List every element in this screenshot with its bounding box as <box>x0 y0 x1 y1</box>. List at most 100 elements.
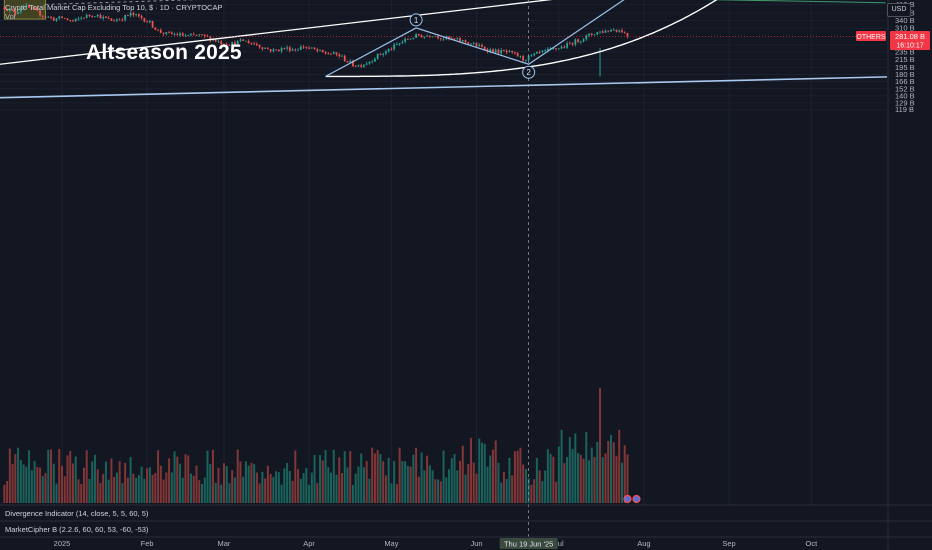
time-tick-label: Feb <box>141 539 154 548</box>
volume-bar <box>168 458 171 503</box>
volume-bar <box>277 472 280 503</box>
volume-bar <box>555 481 558 503</box>
volume-bar <box>286 462 289 503</box>
candle-body <box>426 36 428 37</box>
candle-body <box>544 50 547 52</box>
volume-bar <box>8 448 11 503</box>
marketcipher-indicator-label[interactable]: MarketCipher B (2.2.6, 60, 60, 53, -60, … <box>5 525 149 534</box>
volume-bar <box>335 474 338 503</box>
volume-bar <box>516 450 519 503</box>
candle-body <box>582 39 585 42</box>
price-tick-label: 450 B <box>895 0 915 1</box>
volume-bar <box>135 477 138 503</box>
volume-bar <box>50 449 53 503</box>
elliott-wave-labels: 12345 <box>409 13 536 79</box>
candle-body <box>302 46 305 48</box>
candle-body <box>61 16 63 19</box>
volume-bar <box>500 482 503 503</box>
volume-bar <box>354 473 357 503</box>
volume-bar <box>102 473 105 503</box>
volume-bar <box>321 460 324 503</box>
volume-bar <box>398 447 401 503</box>
volume-bar <box>445 477 448 503</box>
volume-bar <box>91 461 94 503</box>
annotation-boxes <box>3 0 47 20</box>
volume-bar <box>330 472 333 503</box>
candle-body <box>497 49 500 54</box>
candle-body <box>382 53 385 55</box>
candle-body <box>129 12 132 16</box>
candle-body <box>492 49 494 53</box>
candle-body <box>203 34 206 37</box>
divergence-indicator-label[interactable]: Divergence Indicator (14, close, 5, 5, 6… <box>5 509 149 518</box>
time-tick-label: Sep <box>722 539 735 548</box>
candle-body <box>387 49 390 52</box>
volume-bar <box>319 454 322 503</box>
wave-circle <box>409 13 423 27</box>
volume-bar <box>113 476 116 503</box>
volume-bar <box>47 449 50 503</box>
volume-bar <box>157 450 160 503</box>
volume-bar <box>44 472 47 503</box>
volume-bar <box>36 467 39 503</box>
volume-bar <box>571 449 574 503</box>
candle-body <box>365 63 368 65</box>
volume-bar <box>607 440 610 503</box>
chart-title: Crypto Total Market Cap Excluding Top 10… <box>5 3 223 12</box>
volume-bar <box>376 450 379 503</box>
volume-bars <box>3 388 629 503</box>
candle-body <box>415 34 418 38</box>
volume-bar <box>297 469 300 503</box>
candle-body <box>601 31 604 33</box>
volume-bar <box>439 481 442 503</box>
volume-bar <box>470 437 473 503</box>
candle-body <box>593 34 596 36</box>
volume-bar <box>217 467 220 503</box>
volume-bar <box>585 431 588 503</box>
volume-bar <box>261 471 264 503</box>
candle-body <box>321 49 324 53</box>
trend-drawings <box>0 0 888 537</box>
candle-body <box>590 33 593 35</box>
volume-bar <box>538 470 541 503</box>
volume-bar <box>52 463 55 503</box>
candle-body <box>585 35 588 40</box>
volume-bar <box>313 455 316 503</box>
volume-bar <box>612 442 615 503</box>
candle-body <box>192 34 195 36</box>
price-tick-label: 195 B <box>895 63 915 72</box>
candle-body <box>349 60 352 63</box>
candle-body <box>266 48 269 50</box>
volume-bar <box>472 462 475 503</box>
candle-body <box>612 29 615 31</box>
candle-body <box>316 49 319 51</box>
candle-body <box>467 42 470 44</box>
volume-bar <box>269 473 272 503</box>
volume-bar <box>33 460 36 503</box>
volume-bar <box>412 454 415 503</box>
volume-bar <box>480 442 483 503</box>
time-tick-label: May <box>384 539 398 548</box>
volume-bar <box>527 478 530 503</box>
volume-bar <box>615 455 618 503</box>
volume-bar <box>28 450 31 503</box>
candle-body <box>555 48 557 50</box>
volume-bar <box>308 484 311 503</box>
candle-body <box>363 64 365 67</box>
price-tick-label: 152 B <box>895 84 915 93</box>
candle-body <box>280 48 283 52</box>
candle-body <box>116 19 118 21</box>
volume-bar <box>574 433 577 503</box>
candle-body <box>566 43 568 48</box>
volume-bar <box>426 455 429 503</box>
currency-button[interactable]: USD <box>887 3 911 17</box>
candle-body <box>360 65 363 67</box>
candle-body <box>212 39 214 41</box>
candle-body <box>291 49 294 51</box>
volume-bar <box>154 473 157 503</box>
candle-body <box>508 50 511 53</box>
candle-body <box>69 20 72 21</box>
candle-body <box>195 34 198 36</box>
volume-bar <box>71 463 74 503</box>
